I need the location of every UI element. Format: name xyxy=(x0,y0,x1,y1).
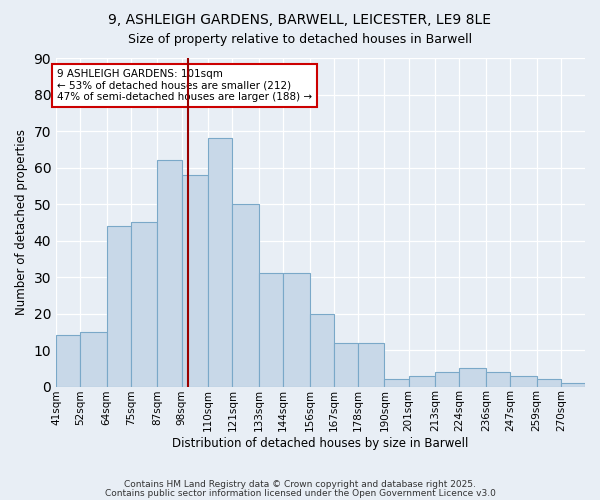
Bar xyxy=(510,376,536,386)
Y-axis label: Number of detached properties: Number of detached properties xyxy=(15,130,28,316)
Bar xyxy=(310,314,334,386)
Bar xyxy=(182,175,208,386)
Bar xyxy=(486,372,510,386)
Bar xyxy=(107,226,131,386)
Text: Contains public sector information licensed under the Open Government Licence v3: Contains public sector information licen… xyxy=(104,489,496,498)
Bar xyxy=(232,204,259,386)
Bar xyxy=(385,379,409,386)
Bar xyxy=(358,342,385,386)
Bar xyxy=(334,342,358,386)
Bar xyxy=(409,376,435,386)
Text: 9 ASHLEIGH GARDENS: 101sqm
← 53% of detached houses are smaller (212)
47% of sem: 9 ASHLEIGH GARDENS: 101sqm ← 53% of deta… xyxy=(57,69,312,102)
Bar xyxy=(131,222,157,386)
Bar xyxy=(56,336,80,386)
Bar xyxy=(208,138,232,386)
Text: Contains HM Land Registry data © Crown copyright and database right 2025.: Contains HM Land Registry data © Crown c… xyxy=(124,480,476,489)
Bar xyxy=(561,383,585,386)
Bar xyxy=(80,332,107,386)
Bar xyxy=(157,160,182,386)
X-axis label: Distribution of detached houses by size in Barwell: Distribution of detached houses by size … xyxy=(172,437,469,450)
Bar xyxy=(460,368,486,386)
Bar xyxy=(259,274,283,386)
Bar xyxy=(435,372,460,386)
Bar xyxy=(283,274,310,386)
Text: 9, ASHLEIGH GARDENS, BARWELL, LEICESTER, LE9 8LE: 9, ASHLEIGH GARDENS, BARWELL, LEICESTER,… xyxy=(109,12,491,26)
Text: Size of property relative to detached houses in Barwell: Size of property relative to detached ho… xyxy=(128,32,472,46)
Bar xyxy=(536,379,561,386)
